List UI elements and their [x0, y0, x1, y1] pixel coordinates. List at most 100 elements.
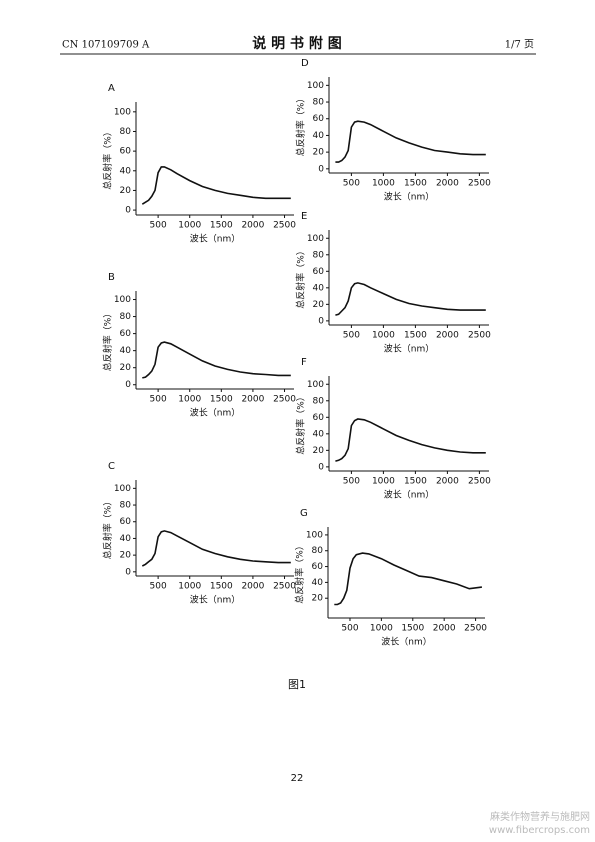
- y-tick-label: 80: [313, 98, 325, 108]
- y-tick-label: 40: [120, 166, 132, 176]
- y-tick-label: 0: [125, 567, 131, 577]
- x-tick-label: 2500: [464, 624, 487, 634]
- x-tick-label: 1000: [372, 477, 395, 487]
- x-tick-label: 2500: [273, 221, 296, 231]
- y-tick-label: 40: [120, 346, 132, 356]
- y-tick-label: 80: [120, 127, 132, 137]
- y-axis-label: 总反射率（%）: [294, 541, 306, 604]
- x-tick-label: 1500: [404, 179, 427, 189]
- y-tick-label: 100: [307, 234, 324, 244]
- x-tick-label: 2000: [241, 221, 264, 231]
- figure-caption: 图1: [288, 678, 306, 691]
- x-tick-label: 500: [341, 624, 358, 634]
- y-tick-label: 40: [312, 578, 324, 588]
- y-tick-label: 20: [120, 363, 132, 373]
- x-tick-label: 1500: [404, 331, 427, 341]
- y-axis-label: 总反射率（%）: [295, 246, 307, 309]
- data-line: [141, 166, 291, 205]
- x-tick-label: 1000: [370, 624, 393, 634]
- x-tick-label: 1000: [178, 221, 201, 231]
- y-tick-label: 60: [120, 329, 132, 339]
- watermark: 麻类作物营养与施肥网: [490, 810, 590, 823]
- y-tick-label: 60: [120, 147, 132, 157]
- x-tick-label: 500: [150, 221, 167, 231]
- y-tick-label: 100: [307, 81, 324, 91]
- x-tick-label: 1500: [210, 582, 233, 592]
- y-tick-label: 80: [312, 546, 324, 556]
- x-tick-label: 500: [343, 331, 360, 341]
- x-tick-label: 2000: [241, 395, 264, 405]
- x-axis-label: 波长（nm）: [381, 636, 431, 648]
- x-tick-label: 2000: [436, 179, 459, 189]
- panel-label: G: [300, 508, 308, 519]
- y-tick-label: 60: [312, 562, 324, 572]
- y-tick-label: 0: [125, 380, 131, 390]
- y-tick-label: 40: [313, 283, 325, 293]
- panel-label: F: [301, 357, 307, 368]
- panel-label: D: [301, 58, 309, 69]
- x-tick-label: 1500: [404, 477, 427, 487]
- y-tick-label: 20: [312, 594, 324, 604]
- x-tick-label: 1000: [372, 179, 395, 189]
- y-axis-label: 总反射率（%）: [102, 127, 114, 190]
- data-line: [142, 341, 291, 379]
- x-tick-label: 1000: [178, 582, 201, 592]
- y-tick-label: 40: [313, 131, 325, 141]
- y-tick-label: 0: [318, 316, 324, 326]
- x-tick-label: 2500: [468, 477, 491, 487]
- y-tick-label: 40: [120, 534, 132, 544]
- y-tick-label: 60: [313, 413, 325, 423]
- data-line: [334, 552, 483, 606]
- y-tick-label: 100: [306, 530, 323, 540]
- y-tick-label: 0: [318, 164, 324, 174]
- y-axis-label: 总反射率（%）: [295, 392, 307, 455]
- x-tick-label: 500: [343, 179, 360, 189]
- y-tick-label: 40: [313, 429, 325, 439]
- y-tick-label: 60: [120, 517, 132, 527]
- x-tick-label: 1000: [372, 331, 395, 341]
- x-tick-label: 2000: [436, 477, 459, 487]
- y-tick-label: 100: [114, 484, 131, 494]
- y-tick-label: 80: [313, 396, 325, 406]
- y-axis-label: 总反射率（%）: [102, 497, 114, 560]
- y-tick-label: 0: [125, 206, 131, 216]
- x-tick-label: 2500: [468, 179, 491, 189]
- watermark: www.fibercrops.com: [489, 825, 590, 836]
- data-line: [335, 282, 486, 316]
- header-title: 说 明 书 附 图: [252, 35, 342, 52]
- x-tick-label: 1500: [210, 395, 233, 405]
- y-tick-label: 20: [313, 148, 325, 158]
- x-tick-label: 1500: [401, 624, 424, 634]
- x-tick-label: 500: [150, 395, 167, 405]
- data-line: [141, 530, 291, 567]
- y-tick-label: 20: [313, 300, 325, 310]
- panel-label: B: [108, 272, 115, 283]
- panel-label: C: [108, 461, 115, 472]
- x-axis-label: 波长（nm）: [190, 407, 240, 419]
- y-axis-label: 总反射率（%）: [295, 94, 307, 157]
- y-tick-label: 100: [114, 295, 131, 305]
- panel-label: A: [108, 83, 115, 94]
- y-axis-label: 总反射率（%）: [102, 309, 114, 372]
- y-tick-label: 80: [120, 312, 132, 322]
- header-right: 1/7 页: [505, 39, 534, 51]
- data-line: [335, 418, 486, 462]
- header-left: CN 107109709 A: [62, 40, 150, 51]
- x-tick-label: 2000: [433, 624, 456, 634]
- y-tick-label: 20: [120, 551, 132, 561]
- x-tick-label: 2500: [468, 331, 491, 341]
- y-tick-label: 0: [318, 462, 324, 472]
- x-tick-label: 2500: [273, 395, 296, 405]
- x-axis-label: 波长（nm）: [190, 594, 240, 606]
- panel-label: E: [301, 211, 307, 222]
- y-tick-label: 20: [313, 446, 325, 456]
- data-line: [335, 120, 486, 163]
- x-axis-label: 波长（nm）: [384, 191, 434, 203]
- x-axis-label: 波长（nm）: [190, 233, 240, 245]
- x-tick-label: 500: [150, 582, 167, 592]
- y-tick-label: 100: [307, 380, 324, 390]
- y-tick-label: 60: [313, 267, 325, 277]
- y-tick-label: 20: [120, 186, 132, 196]
- y-tick-label: 60: [313, 114, 325, 124]
